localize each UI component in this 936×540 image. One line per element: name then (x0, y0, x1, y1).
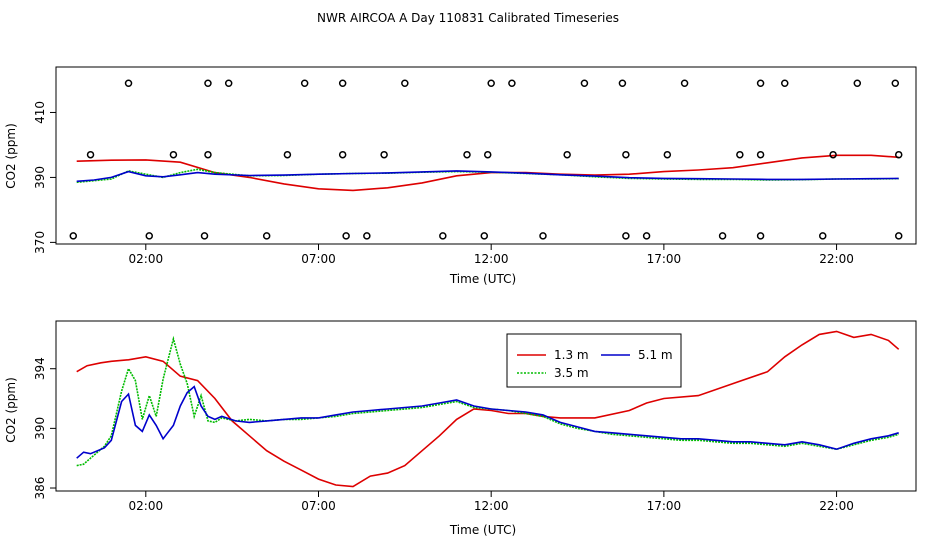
top-xlabel: Time (UTC) (449, 272, 516, 286)
data-point-marker (483, 150, 492, 159)
data-point-marker (363, 232, 371, 240)
y-tick-label: 390 (33, 166, 47, 189)
x-tick-label: 22:00 (819, 499, 854, 513)
data-point-marker (300, 79, 309, 87)
data-point-marker (69, 232, 78, 240)
data-point-marker (756, 232, 765, 240)
data-point-marker (622, 150, 630, 159)
y-tick-label: 390 (33, 417, 47, 440)
data-point-marker (853, 79, 862, 87)
data-point-marker (145, 232, 154, 240)
data-point-marker (663, 150, 672, 159)
data-point-marker (756, 150, 765, 159)
bottom-panel: 02:00 07:00 12:00 17:00 22:00 386 390 394 Time … (4, 320, 917, 537)
data-point-marker (718, 232, 727, 240)
bottom-ylabel: CO2 (ppm) (4, 377, 18, 443)
top-plot-frame (55, 66, 917, 245)
data-point-marker (169, 150, 178, 159)
x-tick-label: 12:00 (474, 499, 509, 513)
x-tick-label: 12:00 (474, 252, 509, 266)
x-tick-label: 07:00 (301, 252, 336, 266)
data-point-marker (200, 232, 209, 240)
data-point-marker (563, 150, 571, 159)
data-point-marker (439, 232, 447, 240)
legend-label-5-1m: 5.1 m (638, 348, 673, 362)
data-point-marker (463, 150, 471, 159)
data-point-marker (781, 79, 789, 87)
data-point-marker (642, 232, 651, 240)
top-ylabel: CO2 (ppm) (4, 123, 18, 189)
data-point-marker (338, 79, 347, 87)
x-tick-label: 02:00 (129, 499, 164, 513)
x-tick-label: 02:00 (129, 252, 164, 266)
data-point-marker (891, 79, 900, 87)
data-point-marker (338, 150, 347, 159)
data-point-marker (283, 150, 292, 159)
series-line-s13 (76, 330, 900, 488)
data-point-marker (204, 79, 212, 87)
x-tick-label: 07:00 (301, 499, 336, 513)
data-point-marker (86, 150, 95, 159)
bottom-plot-frame (55, 320, 917, 492)
data-point-marker (262, 232, 271, 240)
x-tick-label: 17:00 (647, 499, 682, 513)
y-tick-label: 410 (33, 101, 47, 124)
legend: 1.3 m 5.1 m 3.5 m (506, 333, 682, 388)
series-line-s51 (76, 385, 899, 459)
chart-title: NWR AIRCOA A Day 110831 Calibrated Times… (317, 11, 619, 25)
data-point-marker (894, 232, 903, 240)
legend-label-3-5m: 3.5 m (554, 366, 589, 380)
y-tick-label: 386 (33, 477, 47, 500)
y-tick-label: 370 (33, 231, 47, 254)
data-point-marker (124, 79, 133, 87)
data-point-marker (818, 232, 827, 240)
data-point-marker (401, 79, 409, 87)
bottom-xlabel: Time (UTC) (449, 523, 516, 537)
data-point-marker (380, 150, 388, 159)
data-point-marker (508, 79, 516, 87)
top-panel: 02:00 07:00 12:00 17:00 22:00 370 390 410 Time … (4, 66, 917, 286)
series-line-s35 (76, 335, 899, 467)
data-point-marker (580, 79, 589, 87)
data-point-marker (894, 150, 903, 159)
series-line-s51 (76, 170, 899, 183)
data-point-marker (829, 150, 837, 159)
data-point-marker (204, 150, 212, 159)
data-point-marker (622, 232, 630, 240)
data-point-marker (342, 232, 350, 240)
data-point-marker (539, 232, 547, 240)
legend-label-1-3m: 1.3 m (554, 348, 589, 362)
x-tick-label: 22:00 (819, 252, 854, 266)
y-tick-label: 394 (33, 357, 47, 380)
data-point-marker (224, 79, 233, 87)
data-point-marker (618, 79, 627, 87)
data-point-marker (487, 79, 495, 87)
data-point-marker (480, 232, 489, 240)
data-point-marker (680, 79, 689, 87)
data-point-marker (756, 79, 765, 87)
data-point-marker (736, 150, 744, 159)
legend-box (506, 333, 682, 388)
x-tick-label: 17:00 (647, 252, 682, 266)
